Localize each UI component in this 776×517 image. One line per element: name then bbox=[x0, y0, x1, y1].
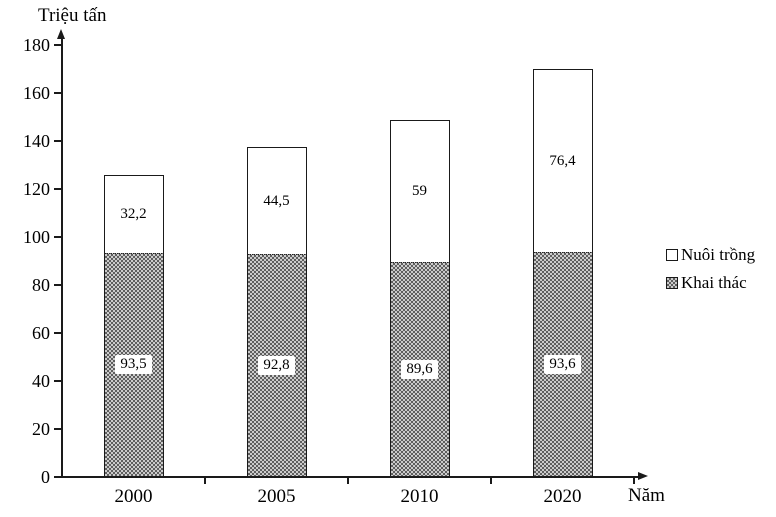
y-tick bbox=[54, 428, 62, 430]
bar-2000: 32,2 93,5 bbox=[103, 175, 164, 477]
value-label-nuoi-trong: 44,5 bbox=[263, 192, 290, 209]
segment-nuoi-trong: 44,5 bbox=[246, 147, 307, 255]
bar-2005: 44,5 92,8 bbox=[246, 147, 307, 477]
x-tick bbox=[204, 477, 206, 484]
value-label-nuoi-trong: 76,4 bbox=[549, 152, 576, 169]
segment-khai-thac: 93,6 bbox=[532, 252, 593, 477]
x-tick-label: 2005 bbox=[257, 486, 296, 507]
y-tick bbox=[54, 236, 62, 238]
y-tick-label: 80 bbox=[32, 275, 50, 295]
x-tick bbox=[633, 477, 635, 484]
y-tick bbox=[54, 380, 62, 382]
legend-label-khai-thac: Khai thác bbox=[681, 273, 747, 292]
y-tick bbox=[54, 188, 62, 190]
y-axis-title: Triệu tấn bbox=[38, 5, 107, 26]
y-tick bbox=[54, 332, 62, 334]
y-axis-line bbox=[61, 38, 63, 477]
legend-swatch-hatch bbox=[666, 276, 678, 289]
value-label-khai-thac: 93,6 bbox=[544, 355, 581, 375]
y-tick bbox=[54, 476, 62, 478]
x-tick-label: 2010 bbox=[400, 486, 439, 507]
legend-item-nuoi-trong: Nuôi trồng bbox=[666, 245, 755, 264]
legend-label-nuoi-trong: Nuôi trồng bbox=[681, 245, 756, 264]
x-axis-title: Năm bbox=[628, 485, 665, 506]
bar-2020: 76,4 93,6 bbox=[532, 69, 593, 477]
value-label-khai-thac: 93,5 bbox=[115, 355, 152, 375]
y-tick-label: 160 bbox=[23, 83, 50, 103]
y-tick-label: 0 bbox=[41, 467, 50, 487]
x-tick-label: 2000 bbox=[114, 486, 153, 507]
x-tick bbox=[347, 477, 349, 484]
value-label-nuoi-trong: 32,2 bbox=[120, 205, 147, 222]
y-tick-label: 180 bbox=[23, 35, 50, 55]
value-label-khai-thac: 92,8 bbox=[258, 356, 295, 376]
x-axis-line bbox=[62, 476, 640, 478]
legend-swatch-white bbox=[666, 248, 678, 261]
y-tick-label: 140 bbox=[23, 131, 50, 151]
value-label-nuoi-trong: 59 bbox=[412, 183, 427, 200]
y-tick-label: 100 bbox=[23, 227, 50, 247]
legend: Nuôi trồng Khai thác bbox=[666, 245, 755, 301]
x-tick bbox=[490, 477, 492, 484]
y-tick-label: 40 bbox=[32, 371, 50, 391]
y-tick-label: 60 bbox=[32, 323, 50, 343]
y-tick-label: 120 bbox=[23, 179, 50, 199]
bar-2010: 59 89,6 bbox=[389, 120, 450, 477]
legend-item-khai-thac: Khai thác bbox=[666, 273, 755, 292]
value-label-khai-thac: 89,6 bbox=[401, 359, 438, 379]
y-tick bbox=[54, 284, 62, 286]
segment-nuoi-trong: 59 bbox=[389, 120, 450, 262]
y-tick bbox=[54, 92, 62, 94]
y-tick bbox=[54, 140, 62, 142]
x-tick-label: 2020 bbox=[543, 486, 582, 507]
segment-khai-thac: 89,6 bbox=[389, 261, 450, 477]
y-axis-arrow-icon bbox=[56, 29, 65, 39]
segment-nuoi-trong: 76,4 bbox=[532, 69, 593, 253]
segment-nuoi-trong: 32,2 bbox=[103, 175, 164, 253]
y-tick bbox=[54, 44, 62, 46]
x-axis-arrow-icon bbox=[638, 472, 648, 480]
segment-khai-thac: 92,8 bbox=[246, 254, 307, 477]
y-tick-label: 20 bbox=[32, 419, 50, 439]
segment-khai-thac: 93,5 bbox=[103, 252, 164, 477]
